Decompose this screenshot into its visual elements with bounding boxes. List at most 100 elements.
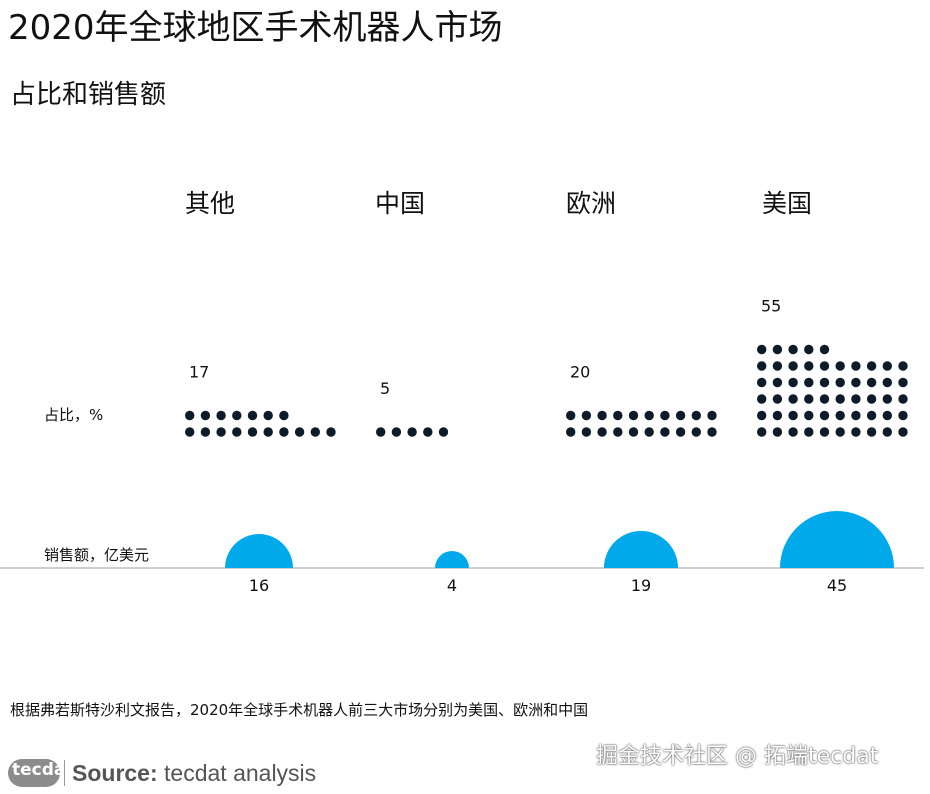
- share-dot: [788, 361, 798, 371]
- share-dot: [851, 361, 861, 371]
- chart-title: 2020年全球地区手术机器人市场: [8, 8, 503, 48]
- share-dot: [772, 377, 783, 388]
- share-dot: [757, 427, 767, 437]
- share-dot: [819, 410, 830, 421]
- share-dot: [804, 410, 814, 421]
- share-dot: [757, 377, 767, 388]
- share-dot: [326, 427, 336, 437]
- share-dot: [835, 427, 845, 437]
- share-dot: [851, 377, 861, 388]
- source-line: Source: tecdat analysis: [72, 758, 316, 788]
- share-dot: [391, 427, 402, 437]
- share-dot: [898, 427, 908, 437]
- share-dot: [660, 410, 670, 421]
- share-dot: [882, 361, 892, 371]
- share-dot: [898, 377, 908, 388]
- share-dot: [216, 427, 226, 437]
- share-dot: [216, 410, 226, 421]
- share-dot: [835, 394, 845, 404]
- share-dot: [438, 427, 449, 437]
- share-dot: [757, 410, 767, 421]
- share-dot: [294, 427, 305, 437]
- share-dot: [866, 394, 877, 404]
- share-dot: [613, 427, 623, 437]
- share-dot: [566, 410, 576, 421]
- share-dot: [247, 427, 258, 437]
- share-dot: [835, 377, 845, 388]
- share-dot: [597, 410, 607, 421]
- share-dot: [423, 427, 433, 437]
- logo-text: tecdat: [12, 760, 74, 780]
- share-value-label: 55: [761, 297, 781, 316]
- share-dot: [804, 427, 814, 437]
- share-dot: [882, 427, 892, 437]
- row-label-share: 占比，%: [44, 406, 103, 424]
- share-dot: [772, 361, 783, 371]
- share-dot: [675, 410, 686, 421]
- share-dot: [185, 427, 195, 437]
- share-dot: [707, 427, 717, 437]
- category-label: 其他: [185, 189, 235, 218]
- share-dot: [772, 410, 783, 421]
- share-dot: [581, 427, 592, 437]
- share-dot: [819, 361, 830, 371]
- share-dot: [644, 427, 654, 437]
- share-dot: [804, 377, 814, 388]
- category-label: 欧洲: [566, 189, 616, 218]
- share-dot: [757, 361, 767, 371]
- share-dot: [310, 427, 320, 437]
- share-dot: [772, 344, 783, 355]
- share-dot: [263, 410, 273, 421]
- share-dot: [788, 377, 798, 388]
- share-dot: [691, 427, 701, 437]
- share-dot: [628, 427, 639, 437]
- share-dot: [788, 410, 798, 421]
- share-dot: [804, 344, 814, 355]
- share-dot: [866, 361, 877, 371]
- sales-value-label: 45: [827, 576, 847, 595]
- share-dot: [866, 427, 877, 437]
- category-label: 中国: [375, 189, 425, 218]
- row-label-sales: 销售额，亿美元: [44, 546, 149, 564]
- share-dot: [788, 427, 798, 437]
- share-dot: [882, 377, 892, 388]
- sales-value-label: 19: [631, 576, 651, 595]
- share-dot: [644, 410, 654, 421]
- share-dot: [613, 410, 623, 421]
- share-dot: [819, 394, 830, 404]
- footnote: 根据弗若斯特沙利文报告，2020年全球手术机器人前三大市场分别为美国、欧洲和中国: [10, 701, 589, 719]
- share-dot: [376, 427, 386, 437]
- share-dot: [279, 410, 289, 421]
- share-dot: [247, 410, 258, 421]
- share-dot: [819, 344, 830, 355]
- chart-canvas: 占比，% 销售额，亿美元 其他 17 16 中国 5 4 欧洲 20 19 美国 55 45: [0, 189, 924, 595]
- source-text: tecdat analysis: [164, 760, 317, 786]
- share-dot: [407, 427, 417, 437]
- share-dot: [898, 361, 908, 371]
- share-dot: [835, 361, 845, 371]
- share-dot: [819, 427, 830, 437]
- sales-bubble: [603, 530, 679, 568]
- share-dot: [185, 410, 195, 421]
- share-dot: [707, 410, 717, 421]
- share-dot: [772, 394, 783, 404]
- share-dot: [788, 344, 798, 355]
- share-dot: [898, 410, 908, 421]
- share-dot: [279, 427, 289, 437]
- share-value-label: 5: [380, 379, 390, 398]
- share-dot: [866, 377, 877, 388]
- share-dot: [691, 410, 701, 421]
- source-label: Source:: [72, 760, 158, 786]
- share-dot: [200, 427, 211, 437]
- share-dot: [675, 427, 686, 437]
- share-dot: [757, 394, 767, 404]
- share-dot: [757, 344, 767, 355]
- chart-subtitle: 占比和销售额: [10, 80, 167, 110]
- watermark: 掘金技术社区 @ 拓端tecdat: [596, 744, 879, 769]
- share-dot: [804, 394, 814, 404]
- share-value-label: 20: [570, 363, 590, 382]
- sales-value-label: 16: [249, 576, 269, 595]
- share-dot: [835, 410, 845, 421]
- sales-bubble: [435, 551, 469, 568]
- share-dot: [581, 410, 592, 421]
